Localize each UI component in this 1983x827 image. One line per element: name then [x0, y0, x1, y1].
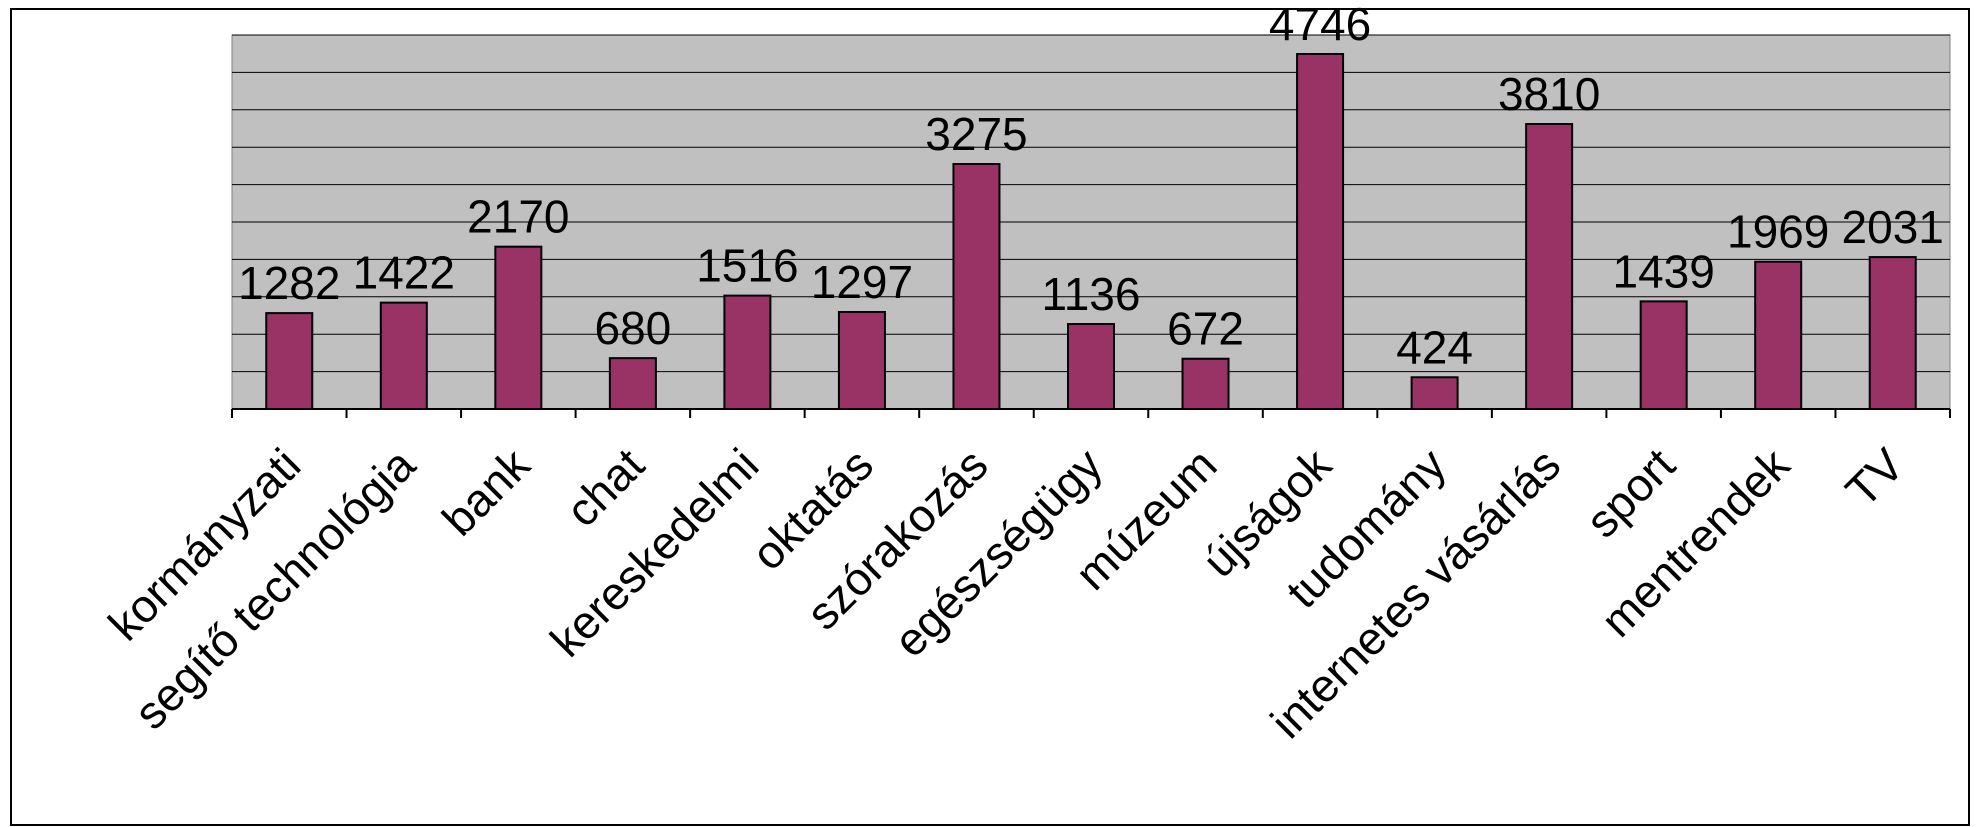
value-label: 4746 — [1269, 0, 1371, 50]
bar — [494, 245, 543, 410]
value-label: 3810 — [1498, 68, 1600, 120]
value-label: 1516 — [696, 240, 798, 292]
bar — [837, 310, 886, 411]
bar — [1754, 260, 1803, 411]
category-label: kereskedelmi — [540, 438, 768, 666]
bar — [1410, 376, 1459, 410]
value-label: 2031 — [1842, 201, 1944, 253]
value-label: 1297 — [811, 256, 913, 308]
category-label: bank — [432, 438, 540, 546]
value-label: 1136 — [1042, 268, 1141, 320]
bar — [1296, 52, 1345, 410]
bar — [608, 357, 657, 410]
bar — [265, 312, 314, 411]
bar — [952, 163, 1001, 410]
value-label: 1422 — [353, 247, 455, 299]
bar — [1525, 123, 1574, 411]
value-label: 424 — [1396, 321, 1473, 373]
bar — [1639, 300, 1688, 410]
bar — [723, 294, 772, 411]
value-label: 1439 — [1612, 245, 1714, 297]
value-label: 3275 — [925, 108, 1027, 160]
bar — [1868, 256, 1917, 410]
value-label: 1282 — [238, 257, 340, 309]
value-label: 672 — [1167, 303, 1244, 355]
bar — [1067, 323, 1115, 410]
bar — [379, 301, 428, 410]
category-label: chat — [556, 438, 654, 536]
bar — [1181, 357, 1230, 411]
value-label: 680 — [594, 302, 671, 354]
value-label: 2170 — [467, 191, 569, 243]
category-label: TV — [1835, 438, 1914, 517]
value-label: 1969 — [1727, 206, 1829, 258]
